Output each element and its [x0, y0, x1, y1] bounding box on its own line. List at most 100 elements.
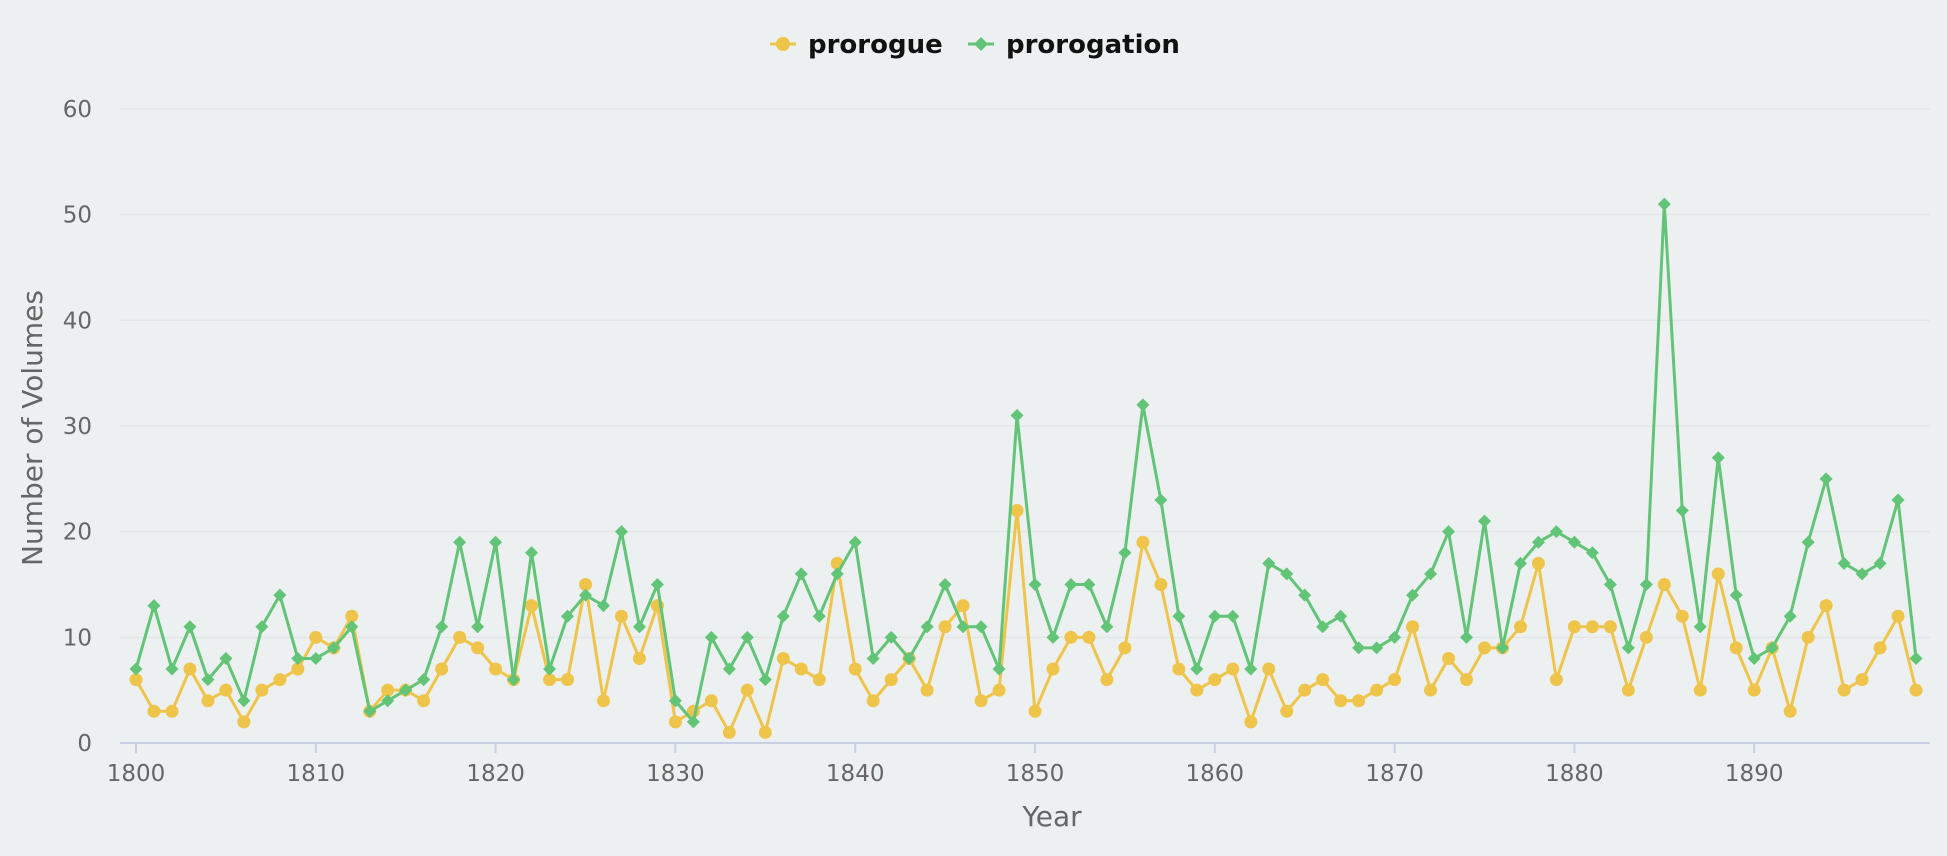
point-prorogue-1800[interactable] — [129, 673, 143, 687]
point-prorogue-1850[interactable] — [1028, 704, 1042, 718]
point-prorogue-1862[interactable] — [1244, 715, 1258, 729]
point-prorogation-1882[interactable] — [1603, 578, 1617, 591]
point-prorogation-1898[interactable] — [1891, 493, 1905, 507]
point-prorogue-1881[interactable] — [1585, 620, 1599, 634]
point-prorogue-1870[interactable] — [1388, 673, 1402, 687]
point-prorogation-1812[interactable] — [345, 620, 359, 634]
point-prorogue-1863[interactable] — [1262, 662, 1276, 676]
point-prorogation-1878[interactable] — [1531, 535, 1545, 549]
point-prorogation-1825[interactable] — [579, 588, 592, 602]
point-prorogation-1883[interactable] — [1621, 641, 1635, 655]
point-prorogation-1837[interactable] — [794, 567, 808, 581]
point-prorogue-1828[interactable] — [632, 651, 646, 665]
point-prorogue-1899[interactable] — [1909, 683, 1923, 697]
point-prorogue-1816[interactable] — [417, 694, 431, 708]
point-prorogation-1831[interactable] — [686, 715, 700, 729]
point-prorogation-1869[interactable] — [1370, 641, 1384, 655]
point-prorogue-1846[interactable] — [956, 599, 970, 613]
point-prorogue-1897[interactable] — [1873, 641, 1887, 655]
point-prorogation-1865[interactable] — [1298, 588, 1312, 602]
point-prorogue-1818[interactable] — [453, 630, 467, 644]
point-prorogation-1848[interactable] — [992, 662, 1006, 676]
point-prorogue-1801[interactable] — [147, 704, 161, 718]
point-prorogation-1852[interactable] — [1064, 578, 1078, 591]
point-prorogation-1822[interactable] — [525, 546, 539, 560]
point-prorogation-1858[interactable] — [1172, 609, 1186, 623]
point-prorogue-1826[interactable] — [596, 694, 610, 708]
point-prorogue-1833[interactable] — [722, 725, 736, 739]
point-prorogation-1859[interactable] — [1190, 662, 1204, 676]
point-prorogue-1878[interactable] — [1531, 556, 1545, 570]
point-prorogue-1840[interactable] — [848, 662, 862, 676]
point-prorogue-1847[interactable] — [974, 694, 988, 708]
point-prorogation-1871[interactable] — [1406, 588, 1420, 602]
point-prorogue-1873[interactable] — [1442, 651, 1456, 665]
point-prorogation-1802[interactable] — [165, 662, 179, 676]
point-prorogation-1819[interactable] — [471, 620, 485, 634]
point-prorogue-1864[interactable] — [1280, 704, 1294, 718]
point-prorogation-1800[interactable] — [129, 662, 143, 676]
point-prorogue-1880[interactable] — [1567, 620, 1581, 634]
point-prorogue-1884[interactable] — [1639, 630, 1653, 644]
point-prorogue-1886[interactable] — [1675, 609, 1689, 623]
point-prorogation-1850[interactable] — [1028, 578, 1042, 591]
point-prorogation-1890[interactable] — [1747, 651, 1761, 665]
point-prorogue-1820[interactable] — [489, 662, 503, 676]
point-prorogue-1849[interactable] — [1010, 504, 1024, 518]
point-prorogue-1836[interactable] — [776, 651, 790, 665]
point-prorogue-1848[interactable] — [992, 683, 1006, 697]
point-prorogation-1847[interactable] — [974, 620, 988, 634]
point-prorogue-1808[interactable] — [273, 673, 287, 687]
point-prorogation-1895[interactable] — [1837, 556, 1851, 570]
point-prorogue-1861[interactable] — [1226, 662, 1240, 676]
point-prorogue-1883[interactable] — [1621, 683, 1635, 697]
point-prorogation-1820[interactable] — [489, 535, 503, 549]
point-prorogation-1881[interactable] — [1585, 546, 1599, 560]
point-prorogation-1893[interactable] — [1801, 535, 1815, 549]
point-prorogation-1840[interactable] — [848, 535, 862, 549]
point-prorogue-1810[interactable] — [309, 630, 323, 644]
point-prorogation-1875[interactable] — [1478, 514, 1491, 528]
point-prorogation-1877[interactable] — [1513, 556, 1527, 570]
point-prorogation-1836[interactable] — [776, 609, 790, 623]
point-prorogation-1829[interactable] — [650, 578, 664, 591]
point-prorogue-1856[interactable] — [1136, 535, 1150, 549]
point-prorogation-1817[interactable] — [435, 620, 449, 634]
point-prorogue-1842[interactable] — [884, 673, 898, 687]
point-prorogue-1823[interactable] — [543, 673, 557, 687]
point-prorogation-1860[interactable] — [1208, 609, 1222, 623]
legend[interactable]: prorogue prorogation — [770, 30, 1180, 60]
point-prorogue-1874[interactable] — [1460, 673, 1474, 687]
point-prorogue-1838[interactable] — [812, 673, 826, 687]
point-prorogue-1803[interactable] — [183, 662, 197, 676]
point-prorogation-1874[interactable] — [1460, 630, 1474, 644]
point-prorogue-1805[interactable] — [219, 683, 233, 697]
point-prorogation-1854[interactable] — [1100, 620, 1114, 634]
point-prorogation-1849[interactable] — [1010, 408, 1024, 422]
point-prorogue-1895[interactable] — [1837, 683, 1851, 697]
point-prorogation-1815[interactable] — [399, 683, 413, 697]
point-prorogue-1879[interactable] — [1549, 673, 1563, 687]
point-prorogation-1816[interactable] — [417, 673, 431, 687]
point-prorogue-1824[interactable] — [561, 673, 575, 687]
point-prorogue-1832[interactable] — [704, 694, 718, 708]
point-prorogation-1805[interactable] — [219, 651, 233, 665]
point-prorogue-1894[interactable] — [1819, 599, 1833, 613]
point-prorogation-1863[interactable] — [1262, 556, 1276, 570]
point-prorogation-1853[interactable] — [1082, 578, 1096, 591]
point-prorogation-1807[interactable] — [255, 620, 269, 634]
point-prorogue-1845[interactable] — [938, 620, 952, 634]
point-prorogation-1862[interactable] — [1244, 662, 1258, 676]
point-prorogation-1806[interactable] — [237, 694, 251, 708]
point-prorogation-1808[interactable] — [273, 588, 287, 602]
point-prorogation-1843[interactable] — [902, 651, 916, 665]
point-prorogation-1835[interactable] — [758, 673, 772, 687]
point-prorogation-1872[interactable] — [1424, 567, 1438, 581]
point-prorogue-1885[interactable] — [1657, 578, 1671, 591]
point-prorogue-1857[interactable] — [1154, 578, 1168, 591]
point-prorogation-1827[interactable] — [614, 525, 628, 539]
point-prorogation-1846[interactable] — [956, 620, 970, 634]
point-prorogation-1842[interactable] — [884, 630, 898, 644]
point-prorogation-1876[interactable] — [1495, 641, 1509, 655]
point-prorogue-1822[interactable] — [525, 599, 539, 613]
